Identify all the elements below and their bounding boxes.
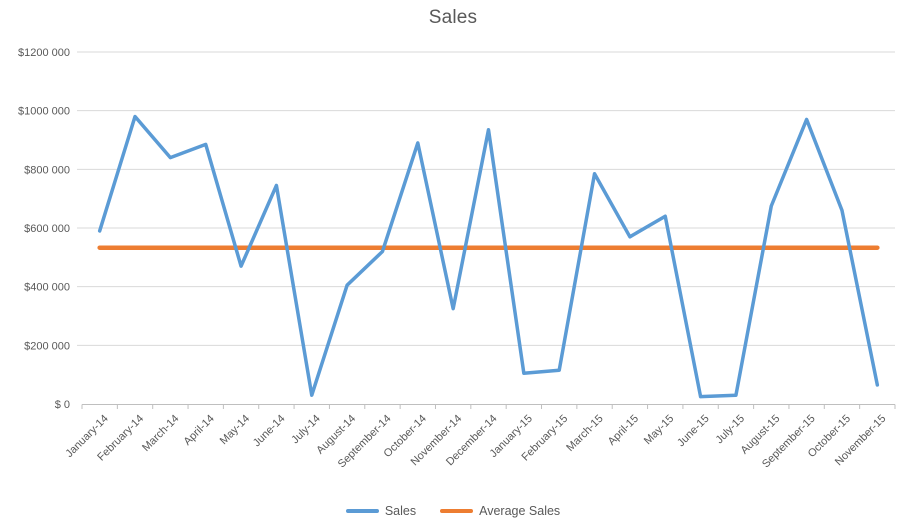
- y-axis-label: $600 000: [24, 223, 70, 235]
- y-axis-label: $400 000: [24, 282, 70, 294]
- x-axis-label: March-15: [564, 413, 605, 454]
- x-axis-label: May-14: [218, 413, 252, 447]
- legend-label-average-sales: Average Sales: [479, 504, 561, 518]
- x-axis-label: May-15: [642, 413, 676, 447]
- average-sales-line-swatch: [440, 509, 474, 513]
- legend-label-sales: Sales: [384, 504, 417, 518]
- legend-item-average-sales: Average Sales: [440, 504, 560, 518]
- sales-line: [97, 114, 880, 399]
- legend: Sales Average Sales: [0, 504, 906, 518]
- y-axis-label: $1000 000: [18, 106, 70, 118]
- y-axis-label: $800 000: [24, 164, 70, 176]
- plot-area: $1200 000 $1000 000 $800 000 $600 000 $400 0…: [18, 47, 896, 470]
- legend-item-sales: Sales: [345, 504, 417, 518]
- chart-title: Sales: [428, 7, 478, 28]
- x-axis-label: July-14: [289, 413, 323, 447]
- x-axis-label: March-14: [140, 413, 181, 454]
- x-axis-label: April-15: [606, 413, 641, 448]
- x-axis-label: April-14: [182, 413, 217, 448]
- y-axis-label: $ 0: [55, 399, 70, 411]
- x-axis-label: July-15: [713, 413, 747, 447]
- x-axis-label: June-14: [251, 413, 288, 450]
- y-axis-label: $200 000: [24, 340, 70, 352]
- sales-line-swatch: [345, 509, 379, 513]
- y-axis-label: $1200 000: [18, 47, 70, 59]
- x-axis-label: June-15: [675, 413, 712, 450]
